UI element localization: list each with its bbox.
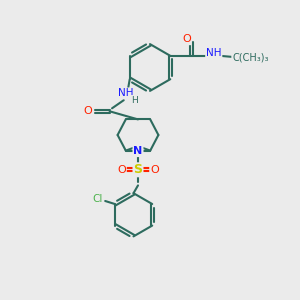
Text: NH: NH <box>118 88 134 98</box>
Text: O: O <box>84 106 92 116</box>
Text: O: O <box>182 34 191 44</box>
Text: O: O <box>117 165 126 175</box>
Text: H: H <box>131 96 138 105</box>
Text: Cl: Cl <box>92 194 103 205</box>
Text: N: N <box>134 146 142 156</box>
Text: S: S <box>134 163 142 176</box>
Text: O: O <box>150 165 159 175</box>
Text: NH: NH <box>206 48 221 59</box>
Text: C(CH₃)₃: C(CH₃)₃ <box>232 52 268 62</box>
